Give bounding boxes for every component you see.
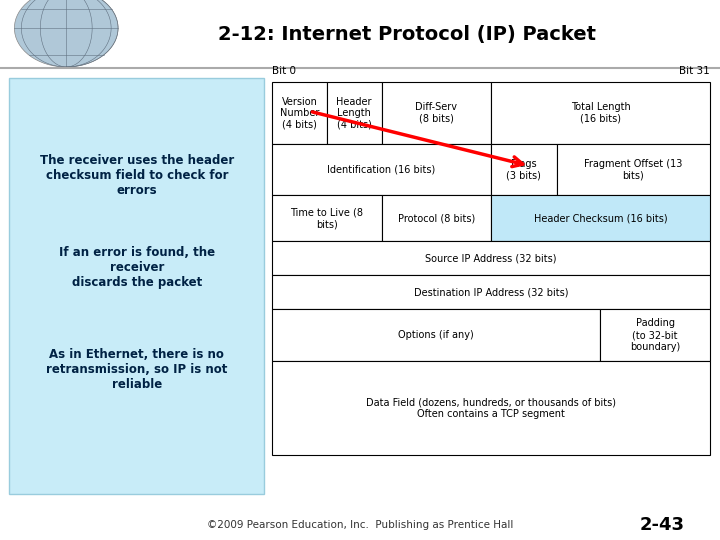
Bar <box>382 82 491 144</box>
Text: Version
Number
(4 bits): Version Number (4 bits) <box>280 97 319 130</box>
Bar <box>9 78 264 494</box>
Circle shape <box>14 0 118 67</box>
Bar <box>272 82 327 144</box>
Bar <box>491 195 710 241</box>
Bar <box>491 144 557 195</box>
Bar <box>272 361 710 455</box>
Text: Fragment Offset (13
bits): Fragment Offset (13 bits) <box>584 159 683 180</box>
Bar <box>0 68 720 540</box>
Bar <box>382 195 491 241</box>
Text: 2-12: Internet Protocol (IP) Packet: 2-12: Internet Protocol (IP) Packet <box>217 25 596 44</box>
Text: Source IP Address (32 bits): Source IP Address (32 bits) <box>426 253 557 264</box>
Bar <box>272 275 710 309</box>
Text: Header Checksum (16 bits): Header Checksum (16 bits) <box>534 213 667 224</box>
Bar <box>491 82 710 144</box>
Text: As in Ethernet, there is no
retransmission, so IP is not
reliable: As in Ethernet, there is no retransmissi… <box>46 348 228 392</box>
Text: Data Field (dozens, hundreds, or thousands of bits)
Often contains a TCP segment: Data Field (dozens, hundreds, or thousan… <box>366 397 616 419</box>
Text: The receiver uses the header
checksum field to check for
errors: The receiver uses the header checksum fi… <box>40 154 234 197</box>
Text: Options (if any): Options (if any) <box>398 330 474 340</box>
Bar <box>272 309 600 361</box>
Bar <box>0 0 720 68</box>
Bar <box>327 82 382 144</box>
Bar <box>272 144 491 195</box>
Bar <box>272 195 382 241</box>
Text: Time to Live (8
bits): Time to Live (8 bits) <box>290 207 364 229</box>
Bar <box>272 241 710 275</box>
Text: Identification (16 bits): Identification (16 bits) <box>328 165 436 175</box>
Text: If an error is found, the
receiver
discards the packet: If an error is found, the receiver disca… <box>59 246 215 289</box>
Text: Flags
(3 bits): Flags (3 bits) <box>506 159 541 180</box>
Text: ©2009 Pearson Education, Inc.  Publishing as Prentice Hall: ©2009 Pearson Education, Inc. Publishing… <box>207 520 513 530</box>
Text: Destination IP Address (32 bits): Destination IP Address (32 bits) <box>414 287 568 298</box>
Text: Protocol (8 bits): Protocol (8 bits) <box>397 213 475 224</box>
Text: Total Length
(16 bits): Total Length (16 bits) <box>571 102 630 124</box>
Text: Bit 31: Bit 31 <box>679 65 710 76</box>
Text: 2-43: 2-43 <box>640 516 685 534</box>
Bar <box>557 144 710 195</box>
Text: Padding
(to 32-bit
boundary): Padding (to 32-bit boundary) <box>630 319 680 352</box>
Text: Diff-Serv
(8 bits): Diff-Serv (8 bits) <box>415 102 457 124</box>
Text: Bit 0: Bit 0 <box>272 65 296 76</box>
Bar <box>600 309 710 361</box>
Text: Header
Length
(4 bits): Header Length (4 bits) <box>336 97 372 130</box>
